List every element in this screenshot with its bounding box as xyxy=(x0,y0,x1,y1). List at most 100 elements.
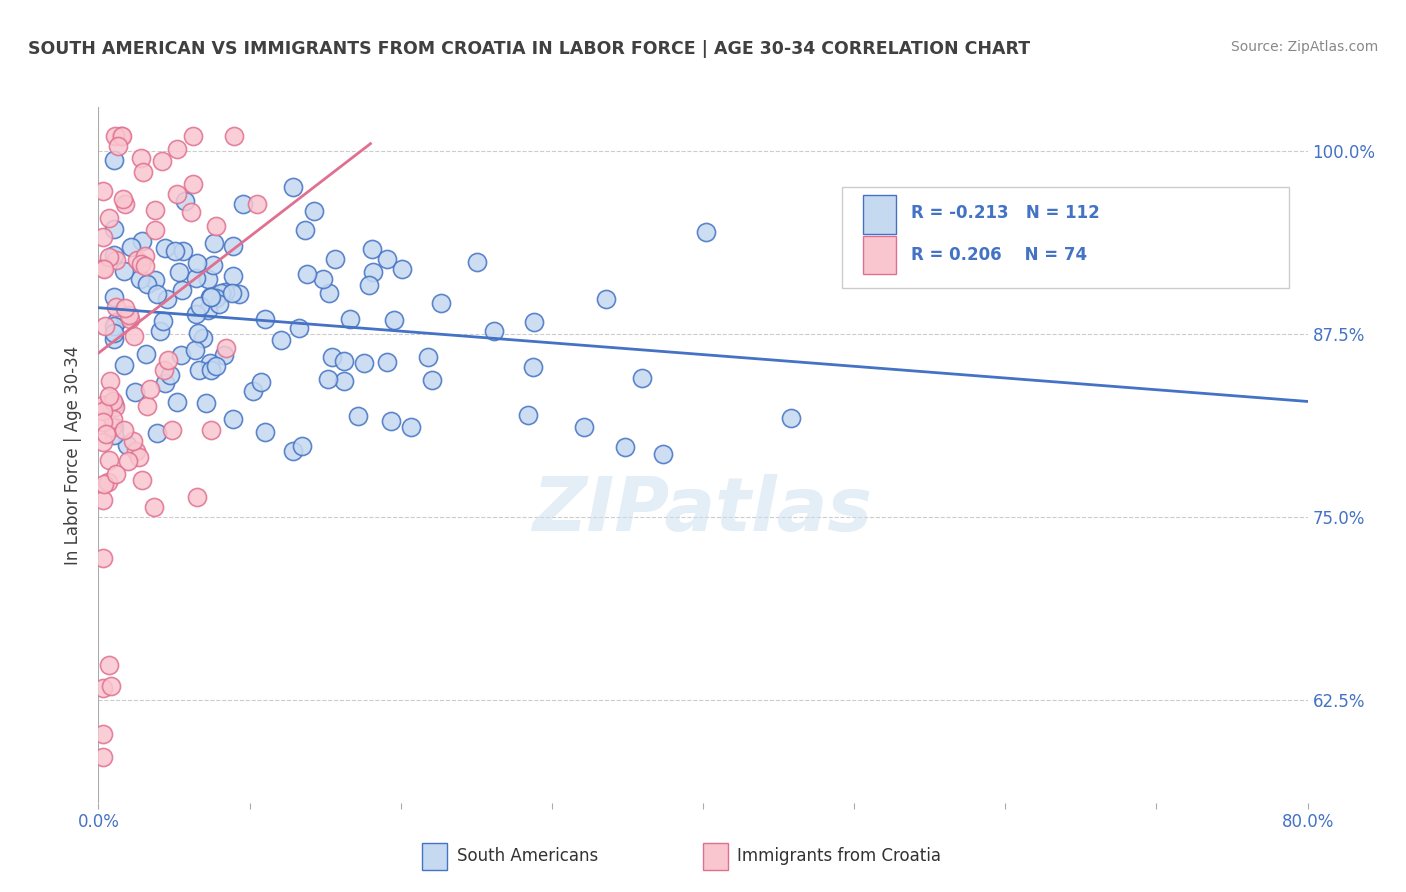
Point xyxy=(188,363,211,377)
Point xyxy=(631,371,654,385)
Point xyxy=(131,257,153,271)
Point xyxy=(174,194,197,209)
Point xyxy=(91,398,114,412)
Point xyxy=(156,292,179,306)
Point xyxy=(361,265,384,279)
Text: R = -0.213   N = 112: R = -0.213 N = 112 xyxy=(911,204,1099,222)
Point xyxy=(184,271,207,285)
Point xyxy=(128,450,150,464)
Point xyxy=(136,277,159,292)
Point xyxy=(184,307,207,321)
Point xyxy=(281,444,304,458)
Point xyxy=(107,139,129,153)
Point xyxy=(184,343,207,358)
Point xyxy=(228,286,250,301)
Point xyxy=(114,301,136,315)
Point xyxy=(221,412,243,426)
Point xyxy=(465,255,488,269)
Point xyxy=(205,219,228,233)
Point xyxy=(172,283,194,297)
Point xyxy=(232,196,254,211)
Point xyxy=(201,258,224,272)
FancyBboxPatch shape xyxy=(842,187,1289,288)
Y-axis label: In Labor Force | Age 30-34: In Labor Force | Age 30-34 xyxy=(65,345,83,565)
Point xyxy=(112,264,135,278)
Point xyxy=(517,408,540,422)
Bar xyxy=(863,195,897,234)
Point xyxy=(311,272,333,286)
Point xyxy=(98,250,121,264)
Point xyxy=(103,153,125,167)
Point xyxy=(253,425,276,439)
Point xyxy=(316,372,339,386)
Point xyxy=(572,419,595,434)
Point xyxy=(91,727,114,741)
Point xyxy=(96,426,118,441)
Point xyxy=(253,312,276,326)
Point xyxy=(93,477,115,491)
Point xyxy=(122,329,145,343)
Point xyxy=(93,319,115,334)
Point xyxy=(134,259,156,273)
Point xyxy=(186,490,208,504)
Point xyxy=(198,356,221,370)
Point xyxy=(353,356,375,370)
Point xyxy=(380,414,402,428)
Point xyxy=(484,324,506,338)
Point xyxy=(283,179,305,194)
Point xyxy=(250,375,273,389)
Point xyxy=(391,262,413,277)
Point xyxy=(200,290,222,304)
Point xyxy=(104,129,127,144)
Bar xyxy=(863,235,897,274)
Point xyxy=(200,289,222,303)
Point xyxy=(131,235,153,249)
Point xyxy=(360,242,382,256)
Point xyxy=(242,384,264,398)
Point xyxy=(104,467,127,482)
Point xyxy=(152,314,174,328)
Point xyxy=(110,129,132,144)
Point xyxy=(163,244,186,258)
Text: SOUTH AMERICAN VS IMMIGRANTS FROM CROATIA IN LABOR FORCE | AGE 30-34 CORRELATION: SOUTH AMERICAN VS IMMIGRANTS FROM CROATI… xyxy=(28,40,1031,58)
Point xyxy=(375,354,398,368)
Point xyxy=(91,260,114,275)
Point xyxy=(382,313,405,327)
Point xyxy=(197,272,219,286)
Point xyxy=(91,403,114,417)
Point xyxy=(318,285,340,300)
Point xyxy=(209,286,232,301)
Point xyxy=(117,438,139,452)
Point xyxy=(212,348,235,362)
Point xyxy=(204,359,226,374)
Point xyxy=(101,411,124,425)
Point xyxy=(104,315,127,329)
Point xyxy=(779,411,801,425)
Point xyxy=(222,239,245,253)
Point xyxy=(221,285,243,300)
Point xyxy=(143,273,166,287)
Point xyxy=(191,331,214,345)
Point xyxy=(103,318,125,333)
Point xyxy=(214,285,236,299)
Text: ZIPatlas: ZIPatlas xyxy=(533,474,873,547)
Point xyxy=(181,177,204,191)
Point xyxy=(98,453,121,467)
Point xyxy=(167,265,190,279)
Point xyxy=(91,434,114,449)
Point xyxy=(205,291,228,305)
Point xyxy=(187,326,209,341)
Point xyxy=(103,397,125,411)
Point xyxy=(112,359,135,373)
Point xyxy=(149,325,172,339)
Point xyxy=(110,129,132,144)
Point xyxy=(134,249,156,263)
Point xyxy=(120,311,142,326)
Point xyxy=(186,256,208,270)
Point xyxy=(91,416,114,430)
Point xyxy=(291,439,314,453)
Point xyxy=(131,151,153,165)
Text: South Americans: South Americans xyxy=(457,847,598,865)
Point xyxy=(91,551,114,566)
Point xyxy=(103,290,125,304)
